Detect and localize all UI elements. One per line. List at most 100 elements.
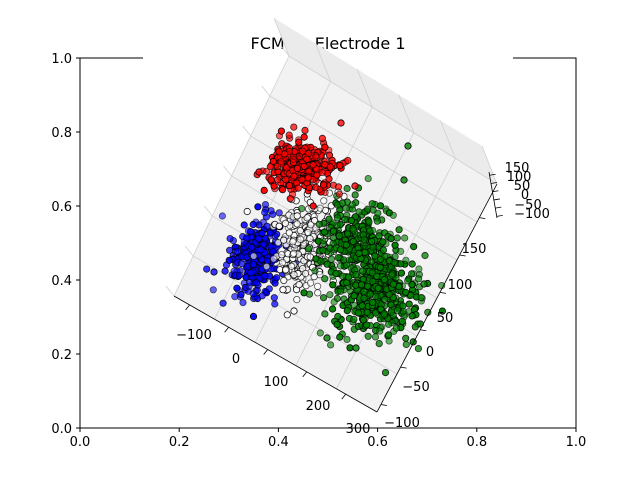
scatter-point: [263, 222, 271, 230]
z-axis-3d-tick: [490, 182, 498, 184]
scatter-point: [326, 341, 335, 349]
scatter-point: [360, 235, 368, 243]
scatter-point: [405, 300, 413, 308]
scatter-point: [203, 265, 211, 273]
scatter-point: [325, 151, 334, 159]
scatter-point: [391, 253, 399, 261]
scatter-point: [365, 218, 373, 226]
scatter-point: [350, 315, 358, 323]
x-axis-3d-tick-label: −100: [176, 328, 212, 343]
scatter-point: [277, 158, 285, 166]
outer-x-tick-label: 1.0: [566, 435, 587, 450]
scatter-point: [296, 235, 304, 243]
scatter-point: [298, 147, 307, 155]
scatter-point: [408, 312, 416, 320]
y-axis-3d: −100 −50 0 50 100 150: [376, 183, 498, 431]
scatter-point: [399, 302, 407, 310]
scatter-point: [289, 155, 297, 163]
scatter-point: [374, 284, 382, 292]
y-axis-3d-tick: [439, 291, 447, 294]
y-axis-3d-tick: [459, 254, 466, 257]
scatter-point: [325, 175, 333, 183]
scatter-point: [290, 172, 298, 180]
scatter-point: [316, 204, 324, 212]
scatter-point: [335, 232, 343, 240]
scatter-point: [355, 249, 363, 257]
scatter-point: [420, 280, 428, 288]
x-axis-3d: −100 0 100 200 300: [173, 295, 378, 437]
scatter-point: [390, 258, 398, 267]
scatter-point: [354, 309, 362, 317]
scatter-point: [389, 211, 397, 219]
scatter-point: [358, 302, 366, 310]
scatter-point: [336, 162, 344, 170]
scatter-point: [306, 235, 314, 243]
grid-line-wall: [165, 285, 175, 297]
scatter-point: [270, 294, 278, 302]
z-axis-3d-tick-label: −50: [514, 198, 541, 213]
scatter-point: [303, 214, 311, 222]
scatter-point: [328, 305, 337, 313]
y-axis-3d-tick: [420, 329, 427, 332]
scatter-point: [424, 308, 432, 316]
scatter-point: [256, 246, 265, 254]
y-axis-3d-tick-label: −50: [402, 380, 429, 395]
scatter-point: [373, 272, 381, 280]
scatter-point: [381, 368, 390, 377]
scatter-point: [387, 308, 395, 316]
scatter-point: [314, 289, 322, 297]
scatter-point: [238, 260, 246, 268]
scatter-point: [414, 275, 423, 283]
scatter-point: [364, 175, 372, 183]
scatter-point: [290, 271, 298, 279]
scatter-point: [293, 164, 301, 172]
scatter-point: [281, 219, 290, 227]
scatter-point: [285, 131, 293, 139]
scatter-point: [289, 238, 297, 246]
scatter-point: [275, 209, 283, 217]
scatter-point: [240, 221, 248, 229]
back-pane: [274, 18, 497, 184]
scatter-point: [286, 195, 294, 203]
scatter-point: [329, 281, 337, 289]
scatter-point: [313, 282, 322, 290]
scatter-point: [265, 285, 273, 293]
y-axis-3d-tick-label: 100: [448, 278, 473, 293]
scatter-point: [320, 228, 329, 236]
scatter-point: [282, 176, 290, 184]
scatter-point: [233, 247, 241, 255]
scatter-point: [375, 232, 383, 240]
scatter-point: [316, 270, 324, 279]
scatter-point: [239, 298, 247, 307]
scatter-point: [404, 142, 412, 150]
scatter-point: [290, 123, 298, 131]
scatter-point: [402, 288, 410, 296]
scatter-point: [219, 299, 227, 307]
scatter-point: [438, 307, 446, 315]
scatter-point: [252, 279, 261, 287]
scatter-point: [375, 339, 383, 348]
scatter-point: [414, 344, 422, 353]
scatter-point: [336, 262, 345, 270]
scatter-point: [380, 310, 388, 318]
x-axis-3d-tick-label: 200: [306, 399, 331, 414]
grid-line-wall: [184, 245, 194, 257]
scatter-point: [249, 260, 257, 268]
z-axis-3d-tick: [493, 198, 500, 201]
scatter-point: [397, 269, 406, 277]
scatter-point: [300, 289, 308, 297]
scatter-point: [277, 127, 285, 135]
scatter-point: [341, 215, 349, 223]
scatter-point: [402, 334, 410, 342]
scatter-point: [366, 227, 374, 235]
y-axis-3d-tick: [400, 366, 407, 369]
scatter-point: [282, 265, 290, 274]
y-axis-3d-tick-label: 150: [462, 242, 487, 257]
scatter-point: [237, 290, 245, 299]
scatter-point: [283, 311, 291, 319]
grid-line-y: [288, 55, 498, 185]
scatter-point: [221, 267, 229, 275]
scatter-point: [384, 320, 393, 328]
scatter-point: [320, 197, 328, 205]
